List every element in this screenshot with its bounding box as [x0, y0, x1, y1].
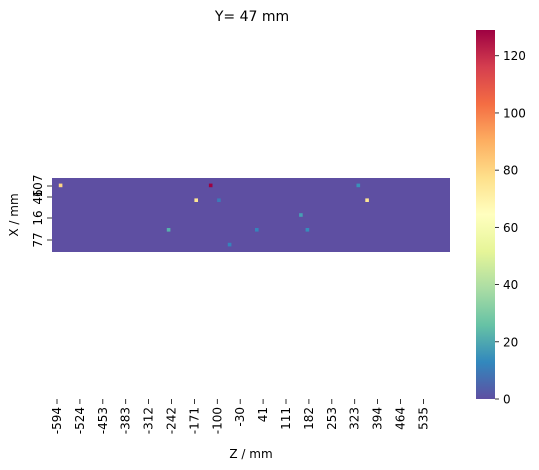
colorbar-tick-label: 60 [503, 221, 518, 235]
x-tick-label: 111 [279, 407, 293, 430]
y-tick-label: 107 [31, 175, 45, 198]
x-tick-label: -312 [142, 407, 156, 434]
x-tick-label: 182 [302, 407, 316, 430]
colorbar-tick-label: 100 [503, 106, 526, 120]
x-tick-label: -30 [233, 407, 247, 427]
heatmap-cell-2 [356, 183, 361, 188]
x-tick-label: 535 [416, 407, 430, 430]
heatmap-cell-4 [365, 198, 369, 202]
heatmap-cell-0 [58, 183, 63, 188]
colorbar-tick-label: 120 [503, 49, 526, 63]
x-tick-label: -242 [165, 407, 179, 434]
x-tick-label: -594 [50, 407, 64, 434]
heatmap-cell-3 [194, 198, 198, 202]
colorbar-tick-label: 80 [503, 164, 518, 178]
chart-title: Y= 47 mm [214, 9, 289, 25]
x-axis-ticks: -594 -524 -453 -383 -312 -242 -171 -100 -30 41 111… [50, 399, 430, 434]
y-tick-label: 46 [31, 189, 45, 204]
heatmap-cell-1 [208, 183, 213, 188]
heatmap-cell-7 [166, 228, 171, 232]
heatmap-cell-5 [217, 198, 221, 202]
x-tick-label: 41 [256, 407, 270, 422]
colorbar [476, 30, 495, 399]
heatmap-base [52, 178, 450, 252]
colorbar-ticks: 0 20 40 60 80 100 120 [495, 49, 526, 407]
colorbar-tick-label: 20 [503, 335, 518, 349]
heatmap-cell-6 [299, 213, 303, 217]
x-tick-label: -383 [119, 407, 133, 434]
heatmap-cell-8 [255, 228, 259, 232]
x-tick-label: -453 [96, 407, 110, 434]
x-tick-label: -524 [73, 407, 87, 434]
x-tick-label: 253 [325, 407, 339, 430]
x-tick-label: 323 [348, 407, 362, 430]
heatmap-cell-10 [227, 242, 232, 247]
heatmap-cells [58, 183, 369, 247]
y-tick-label: 16 [31, 210, 45, 225]
y-tick-label: 77 [31, 232, 45, 247]
heatmap-cell-9 [305, 228, 310, 232]
x-tick-label: -171 [187, 407, 201, 434]
x-tick-label: 394 [371, 407, 385, 430]
x-axis-label: Z / mm [229, 447, 272, 461]
colorbar-tick-label: 0 [503, 393, 511, 407]
y-axis-label: X / mm [7, 193, 21, 236]
colorbar-tick-label: 40 [503, 278, 518, 292]
x-tick-label: -100 [210, 407, 224, 434]
x-tick-label: 464 [394, 407, 408, 430]
